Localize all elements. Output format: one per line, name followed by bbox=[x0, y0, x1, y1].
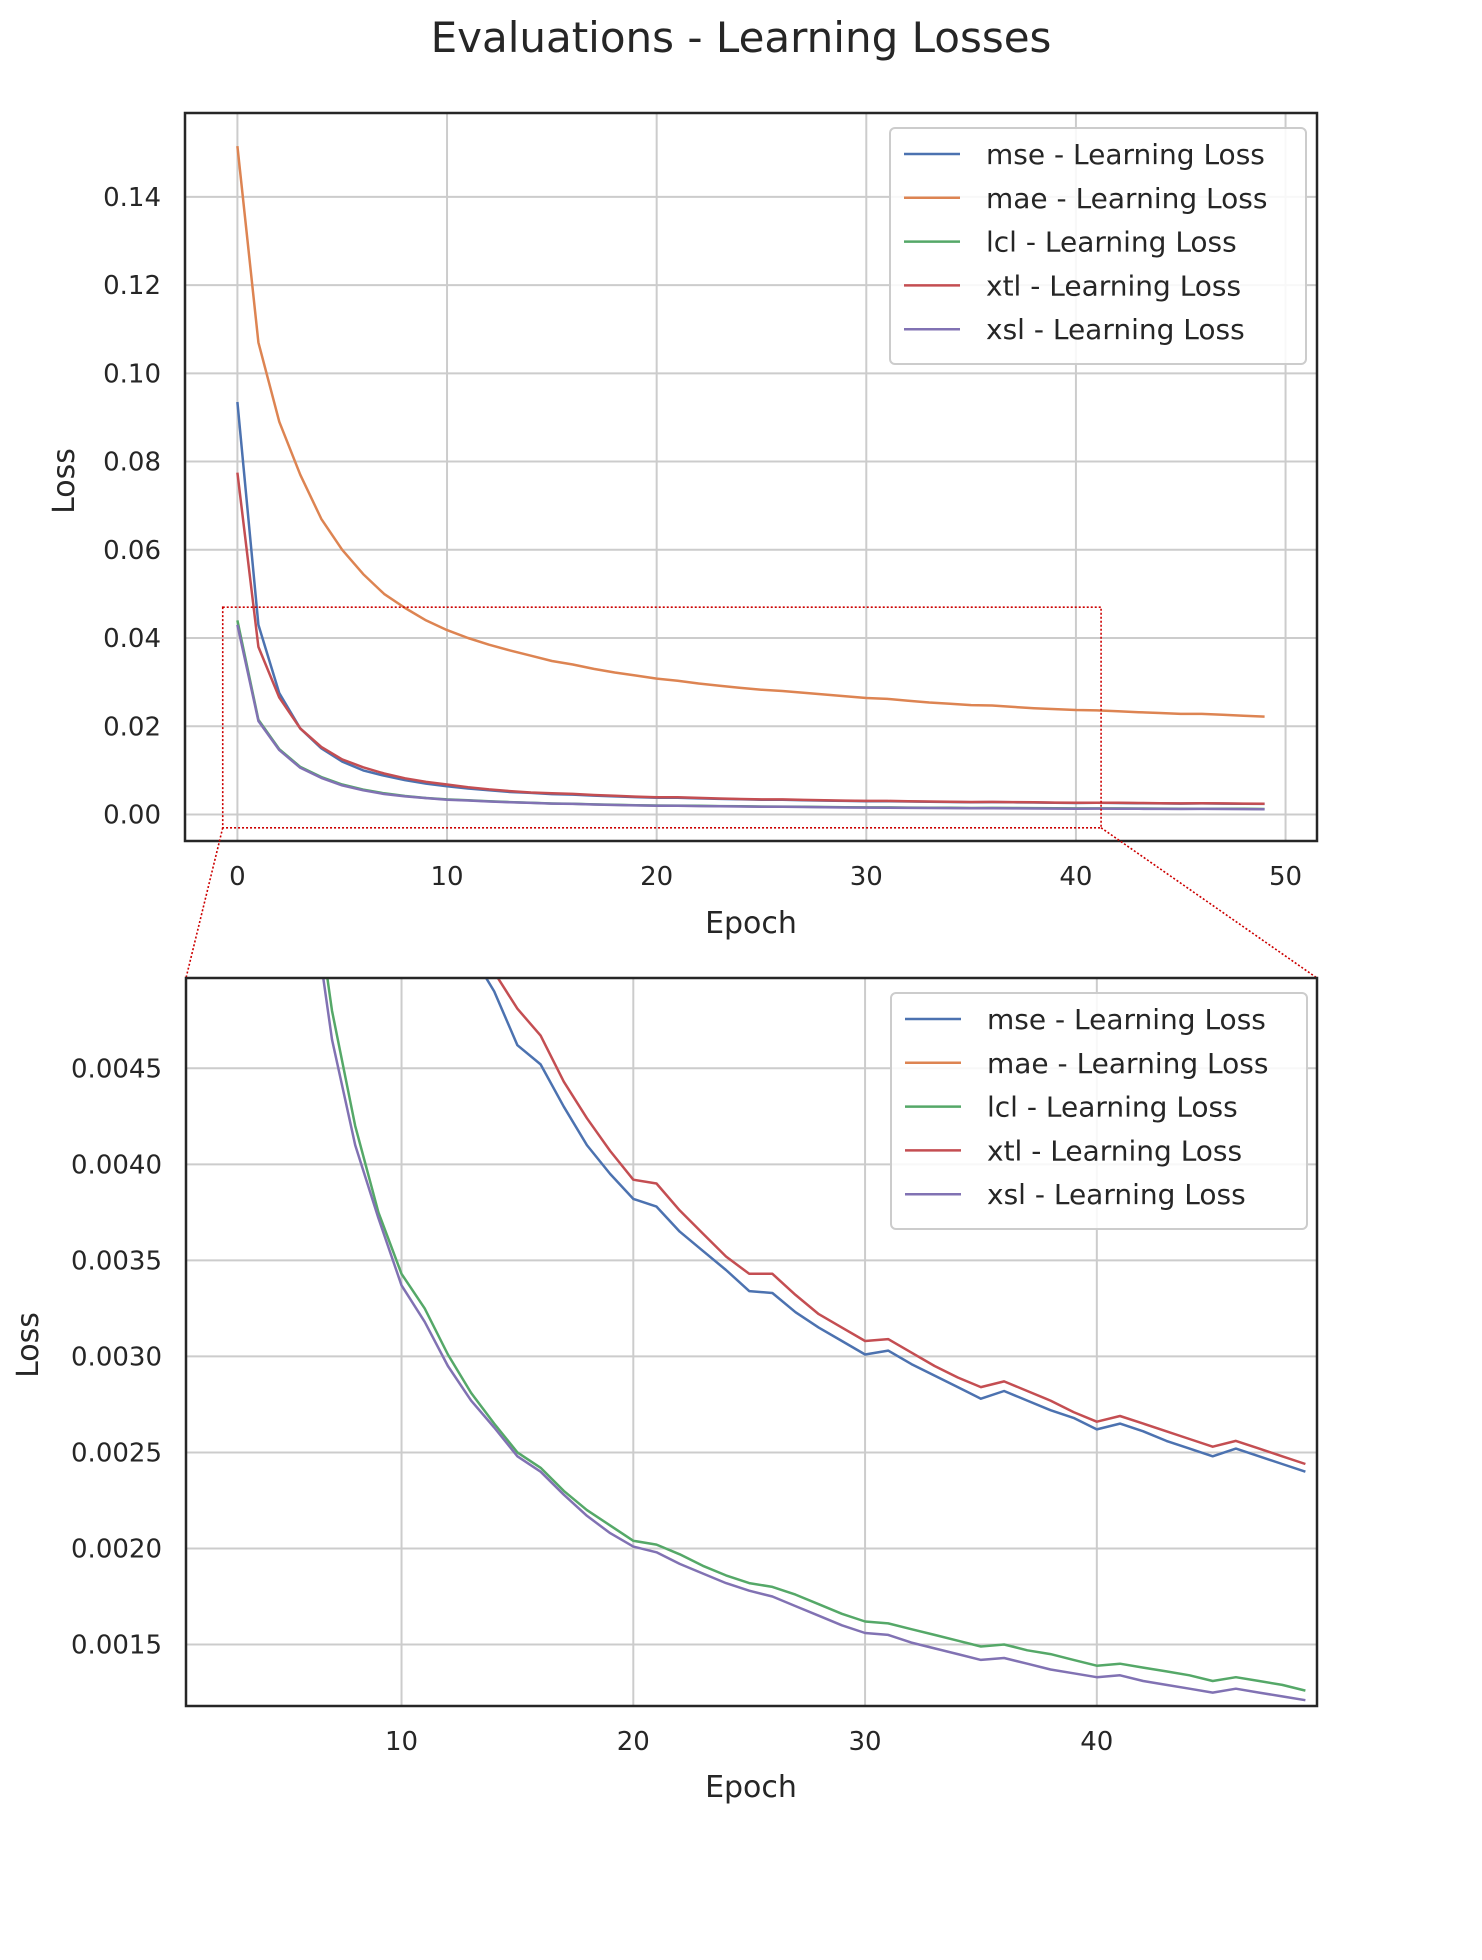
legend-label-xtl: xtl - Learning Loss bbox=[987, 1134, 1242, 1167]
series-line-mae bbox=[236, 145, 1265, 718]
x-tick-label: 0 bbox=[229, 862, 246, 892]
legend-label-lcl: lcl - Learning Loss bbox=[987, 1091, 1238, 1124]
legend-label-xsl: xsl - Learning Loss bbox=[987, 1178, 1246, 1211]
top-chart: 0 10 20 30 40 50 0.00 0.02 0.04 0.06 0.08 0.10 0.12… bbox=[47, 111, 1319, 979]
legend-label-mae: mae - Learning Loss bbox=[987, 1047, 1268, 1080]
y-tick-label: 0.0020 bbox=[71, 1534, 162, 1564]
y-tick-label: 0.14 bbox=[103, 183, 161, 213]
top-chart-x-ticks: 0 10 20 30 40 50 bbox=[229, 862, 1302, 892]
zoom-indicator bbox=[185, 606, 1318, 979]
legend-label-mae: mae - Learning Loss bbox=[986, 182, 1267, 215]
zoom-connector-right bbox=[1100, 827, 1318, 979]
series-line-lcl bbox=[236, 620, 1265, 811]
top-chart-legend: mse - Learning Loss mae - Learning Loss lc… bbox=[889, 127, 1307, 365]
y-tick-label: 0.04 bbox=[103, 624, 161, 654]
y-tick-label: 0.0045 bbox=[71, 1054, 162, 1084]
series-line-xtl bbox=[236, 472, 1265, 806]
zoom-chart-x-label: Epoch bbox=[705, 1770, 797, 1805]
y-tick-label: 0.06 bbox=[103, 536, 161, 566]
x-tick-label: 10 bbox=[430, 862, 463, 892]
y-tick-label: 0.00 bbox=[103, 801, 161, 831]
legend-label-mse: mse - Learning Loss bbox=[987, 1003, 1266, 1036]
zoom-chart-lines bbox=[322, 978, 1306, 1702]
y-tick-label: 0.0035 bbox=[71, 1246, 162, 1276]
zoom-chart-y-label: Loss bbox=[11, 1312, 46, 1378]
top-chart-frame bbox=[183, 111, 1319, 843]
top-chart-y-ticks: 0.00 0.02 0.04 0.06 0.08 0.10 0.12 0.14 bbox=[103, 183, 161, 831]
x-tick-label: 40 bbox=[1080, 1727, 1113, 1757]
x-tick-label: 40 bbox=[1059, 862, 1092, 892]
y-tick-label: 0.08 bbox=[103, 448, 161, 478]
y-tick-label: 0.12 bbox=[103, 271, 161, 301]
zoom-chart-frame bbox=[184, 976, 1319, 1708]
top-chart-lines bbox=[236, 145, 1265, 811]
top-chart-y-label: Loss bbox=[47, 448, 82, 514]
legend-label-xsl: xsl - Learning Loss bbox=[986, 313, 1245, 346]
series-line-xsl bbox=[236, 624, 1265, 811]
legend-label-xtl: xtl - Learning Loss bbox=[986, 269, 1241, 302]
y-tick-label: 0.10 bbox=[103, 359, 161, 389]
series-line-xsl bbox=[322, 978, 1306, 1702]
zoom-chart-gridlines bbox=[186, 978, 1317, 1706]
series-line-xtl bbox=[496, 978, 1306, 1466]
y-tick-label: 0.0030 bbox=[71, 1342, 162, 1372]
legend-box bbox=[890, 992, 1308, 1230]
zoom-connector-left bbox=[185, 827, 224, 979]
zoom-chart-legend: mse - Learning Loss mae - Learning Loss lc… bbox=[890, 992, 1308, 1230]
x-tick-label: 20 bbox=[640, 862, 673, 892]
zoom-chart-y-ticks: 0.0015 0.0020 0.0025 0.0030 0.0035 0.0040 0.00… bbox=[71, 1054, 162, 1660]
chart-title: Evaluations - Learning Losses bbox=[431, 13, 1052, 62]
x-tick-label: 30 bbox=[849, 1727, 882, 1757]
legend-label-mse: mse - Learning Loss bbox=[986, 138, 1265, 171]
x-tick-label: 50 bbox=[1269, 862, 1302, 892]
legend-label-lcl: lcl - Learning Loss bbox=[986, 226, 1237, 259]
x-tick-label: 30 bbox=[850, 862, 883, 892]
y-tick-label: 0.0025 bbox=[71, 1438, 162, 1468]
top-chart-x-label: Epoch bbox=[705, 906, 797, 941]
zoom-chart-x-ticks: 10 20 30 40 bbox=[385, 1727, 1113, 1757]
legend-box bbox=[889, 127, 1307, 365]
series-line-lcl bbox=[326, 978, 1306, 1692]
zoom-chart: 10 20 30 40 0.00150.00200.00250.00300.00350… bbox=[11, 976, 1319, 1805]
y-tick-label: 0.0040 bbox=[71, 1150, 162, 1180]
y-tick-label: 0.0015 bbox=[71, 1631, 162, 1661]
zoom-region-box bbox=[221, 606, 1102, 829]
y-tick-label: 0.02 bbox=[103, 712, 161, 742]
series-line-mse bbox=[484, 978, 1306, 1473]
x-tick-label: 10 bbox=[385, 1727, 418, 1757]
x-tick-label: 20 bbox=[617, 1727, 650, 1757]
